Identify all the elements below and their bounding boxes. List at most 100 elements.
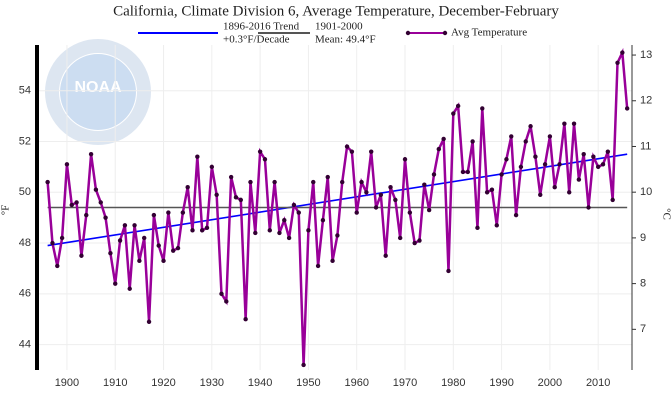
point — [359, 179, 364, 185]
point — [185, 184, 190, 190]
point — [465, 169, 470, 175]
y-axis-label: °F — [0, 205, 12, 216]
point — [595, 164, 601, 170]
legend-label: 1896-2016 Trend — [223, 21, 300, 33]
point — [567, 190, 572, 195]
point — [615, 60, 620, 65]
point — [494, 223, 499, 228]
point — [320, 217, 326, 223]
y-tick-label: 48 — [19, 237, 31, 249]
point — [605, 149, 611, 154]
point — [475, 225, 480, 231]
point — [224, 299, 229, 304]
point — [431, 172, 437, 177]
point — [103, 215, 108, 220]
point — [117, 238, 123, 243]
point — [175, 245, 181, 251]
point — [591, 154, 596, 159]
point — [523, 139, 528, 144]
point — [132, 223, 137, 228]
point — [113, 281, 118, 286]
point — [557, 162, 562, 167]
point — [209, 164, 215, 170]
point — [344, 144, 350, 149]
point — [538, 192, 543, 198]
point — [122, 223, 128, 228]
point — [151, 212, 157, 218]
point — [84, 212, 89, 218]
point — [542, 162, 548, 167]
point — [325, 174, 330, 180]
point — [88, 151, 94, 157]
point — [576, 177, 582, 182]
point — [315, 263, 321, 269]
y2-tick-label: 7 — [640, 323, 646, 335]
point — [388, 184, 393, 190]
legend-label: Avg Temperature — [451, 27, 527, 39]
point — [600, 162, 606, 167]
point — [451, 111, 456, 116]
point — [204, 225, 210, 231]
series-line — [47, 153, 628, 247]
point — [156, 243, 161, 248]
point — [571, 121, 577, 126]
y2-tick-label: 10 — [640, 186, 652, 198]
point — [393, 197, 398, 203]
x-tick-label: 1930 — [200, 377, 224, 389]
point — [127, 286, 132, 291]
point — [378, 192, 384, 198]
point — [301, 362, 306, 368]
point — [50, 240, 55, 246]
x-tick-label: 1950 — [296, 377, 320, 389]
point — [272, 179, 277, 185]
point — [547, 134, 553, 139]
legend-marker — [442, 30, 448, 36]
noaa-logo: NOAA — [45, 39, 151, 145]
point — [161, 258, 166, 264]
point — [199, 228, 205, 233]
x-tick-label: 1940 — [248, 377, 272, 389]
point — [238, 197, 244, 203]
point — [170, 248, 176, 253]
point — [340, 179, 345, 185]
point — [407, 210, 413, 215]
point — [243, 317, 248, 322]
point — [64, 162, 70, 167]
point — [291, 202, 297, 208]
point — [195, 154, 200, 159]
y-tick-label: 54 — [19, 85, 31, 97]
point — [214, 192, 219, 198]
point — [489, 187, 495, 192]
point — [412, 240, 417, 246]
point — [262, 157, 268, 162]
point — [426, 207, 432, 213]
chart-title: California, Climate Division 6, Average … — [113, 3, 559, 19]
point — [620, 50, 625, 55]
point — [190, 228, 195, 233]
point — [335, 233, 340, 238]
logo-text: NOAA — [74, 79, 122, 96]
point — [282, 217, 287, 223]
point — [513, 212, 519, 218]
point — [228, 174, 234, 180]
x-tick-label: 1980 — [441, 377, 465, 389]
point — [383, 253, 388, 258]
logo-ring — [45, 39, 151, 145]
point — [460, 169, 466, 175]
point — [180, 210, 186, 215]
x-tick-label: 1920 — [151, 377, 175, 389]
point — [504, 157, 509, 162]
point — [354, 210, 359, 215]
point — [397, 235, 403, 241]
x-tick-label: 1900 — [55, 377, 79, 389]
point — [330, 258, 335, 264]
point — [533, 154, 538, 159]
point — [286, 235, 292, 241]
x-tick-label: 2010 — [586, 377, 610, 389]
x-tick-label: 1960 — [344, 377, 368, 389]
point — [55, 263, 60, 269]
point — [436, 146, 442, 152]
point — [484, 190, 490, 195]
y2-tick-label: 13 — [640, 49, 652, 61]
point — [253, 230, 258, 236]
